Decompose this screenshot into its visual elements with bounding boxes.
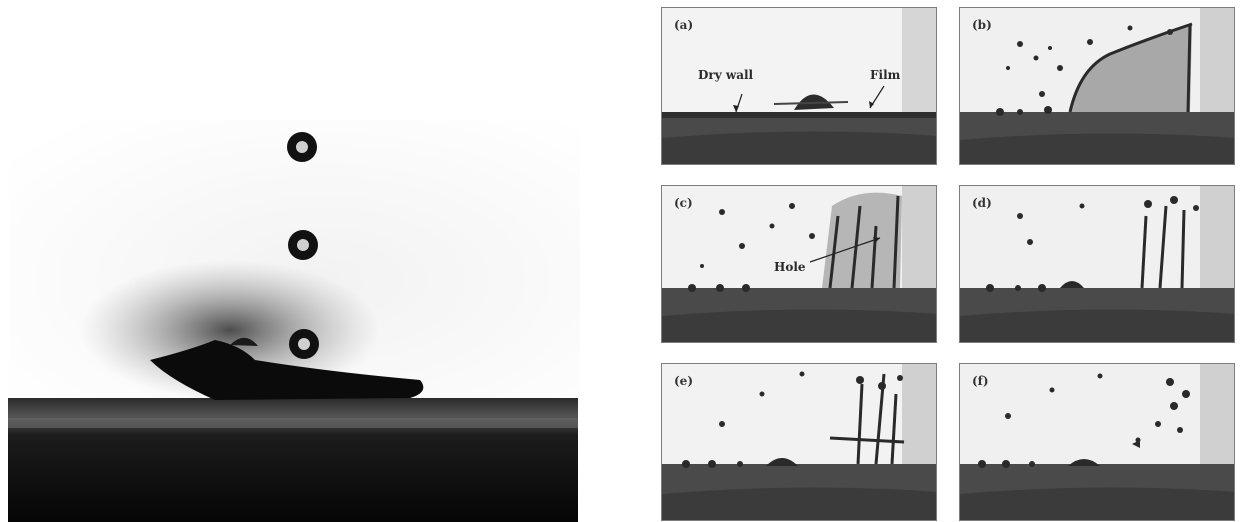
hole-label: Hole bbox=[774, 260, 806, 274]
panel-label: (e) bbox=[674, 374, 693, 388]
panel-a: (a) Dry wall Film bbox=[661, 7, 937, 165]
panel-d: (d) bbox=[959, 185, 1235, 343]
panel-b: (b) bbox=[959, 7, 1235, 165]
splash-sheet bbox=[822, 192, 902, 288]
panel-label: (b) bbox=[972, 18, 992, 32]
panel-label: (f) bbox=[972, 374, 989, 388]
splash-sheet bbox=[1070, 24, 1192, 112]
panel-c: (c) Hole bbox=[661, 185, 937, 343]
panel-label: (a) bbox=[674, 18, 694, 32]
film-label: Film bbox=[870, 68, 901, 82]
panel-e: (e) bbox=[661, 363, 937, 521]
panel-label: (d) bbox=[972, 196, 992, 210]
left-droplet-photo bbox=[0, 0, 590, 522]
splash-crown bbox=[150, 340, 424, 400]
panel-label: (c) bbox=[674, 196, 693, 210]
dry-wall-label: Dry wall bbox=[698, 68, 754, 82]
falling-droplets bbox=[287, 132, 319, 359]
wall-surface bbox=[8, 398, 578, 522]
panel-f: (f) bbox=[959, 363, 1235, 521]
